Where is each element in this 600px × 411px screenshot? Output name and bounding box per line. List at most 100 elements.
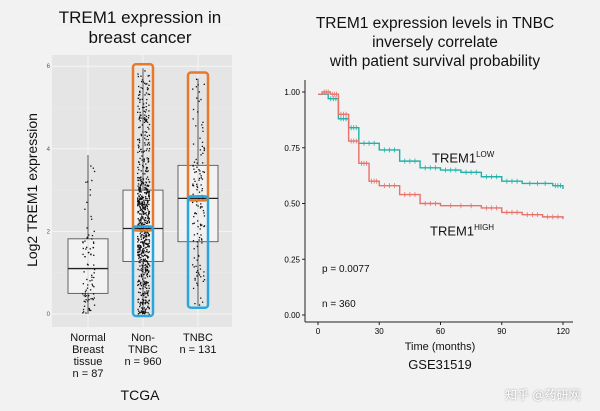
data-point bbox=[137, 203, 139, 205]
data-point bbox=[203, 149, 205, 152]
data-point bbox=[139, 116, 141, 118]
data-point bbox=[142, 268, 144, 271]
y-tick-label: 0.75 bbox=[284, 144, 300, 153]
data-point bbox=[143, 206, 145, 208]
data-point bbox=[137, 283, 140, 286]
data-point bbox=[142, 173, 144, 175]
data-point bbox=[139, 221, 142, 224]
data-point bbox=[144, 111, 147, 113]
data-point bbox=[147, 217, 150, 219]
data-point bbox=[147, 263, 150, 266]
data-point bbox=[139, 185, 142, 187]
data-point bbox=[143, 294, 145, 297]
data-point bbox=[139, 114, 141, 116]
data-point bbox=[148, 196, 150, 198]
data-point bbox=[91, 234, 94, 237]
data-point bbox=[85, 289, 87, 291]
data-point bbox=[201, 301, 204, 303]
data-point bbox=[139, 302, 141, 305]
data-point bbox=[195, 265, 197, 268]
data-point bbox=[138, 222, 140, 224]
data-point bbox=[148, 190, 151, 193]
legend-high-sup: HIGH bbox=[474, 223, 495, 232]
data-point bbox=[139, 301, 142, 304]
data-point bbox=[139, 194, 141, 196]
data-point bbox=[195, 78, 198, 80]
data-point bbox=[148, 287, 150, 289]
data-point bbox=[145, 192, 148, 195]
data-point bbox=[146, 135, 148, 137]
data-point bbox=[92, 167, 94, 169]
data-point bbox=[139, 91, 141, 93]
data-point bbox=[141, 252, 144, 254]
data-point bbox=[141, 298, 144, 301]
data-point bbox=[200, 224, 202, 227]
data-point bbox=[146, 249, 148, 251]
data-point bbox=[137, 193, 139, 195]
data-point bbox=[139, 111, 141, 114]
data-point bbox=[137, 105, 139, 108]
data-point bbox=[199, 170, 201, 172]
data-point bbox=[198, 177, 201, 180]
data-point bbox=[143, 223, 146, 225]
data-point bbox=[195, 86, 198, 88]
data-point bbox=[143, 208, 145, 210]
data-point bbox=[145, 214, 148, 216]
data-point bbox=[145, 296, 147, 298]
data-point bbox=[140, 223, 143, 225]
data-point bbox=[90, 309, 92, 312]
data-point bbox=[192, 287, 195, 290]
data-point bbox=[140, 281, 142, 284]
data-point bbox=[137, 223, 139, 225]
data-point bbox=[87, 284, 89, 286]
data-point bbox=[137, 238, 139, 240]
left-y-label: Log2 TREM1 expression bbox=[24, 113, 40, 267]
data-point bbox=[86, 237, 88, 239]
data-point bbox=[137, 281, 139, 283]
data-point bbox=[148, 104, 150, 106]
data-point bbox=[138, 298, 140, 300]
data-point bbox=[138, 261, 140, 263]
data-point bbox=[192, 143, 195, 145]
data-point bbox=[199, 223, 202, 225]
data-point bbox=[200, 154, 202, 156]
data-point bbox=[137, 97, 140, 99]
data-point bbox=[146, 272, 149, 275]
data-point bbox=[138, 94, 140, 96]
data-point bbox=[138, 246, 140, 248]
data-point bbox=[137, 73, 139, 75]
data-point bbox=[91, 298, 94, 300]
data-point bbox=[143, 307, 145, 309]
data-point bbox=[144, 205, 146, 208]
data-point bbox=[147, 262, 149, 264]
data-point bbox=[193, 248, 195, 250]
data-point bbox=[144, 264, 146, 266]
data-point bbox=[146, 121, 149, 123]
data-point bbox=[149, 275, 151, 277]
data-point bbox=[145, 212, 147, 214]
data-point bbox=[82, 247, 84, 250]
data-point bbox=[139, 206, 141, 209]
data-point bbox=[195, 125, 197, 127]
data-point bbox=[195, 204, 198, 206]
data-point bbox=[144, 247, 146, 249]
data-point bbox=[198, 100, 200, 102]
data-point bbox=[143, 280, 145, 282]
data-point bbox=[92, 285, 94, 287]
data-point bbox=[85, 299, 87, 301]
data-point bbox=[142, 217, 144, 219]
data-point bbox=[147, 160, 150, 162]
data-point bbox=[142, 223, 145, 226]
data-point bbox=[147, 217, 149, 219]
data-point bbox=[145, 300, 147, 302]
data-point bbox=[148, 240, 151, 242]
data-point bbox=[144, 281, 146, 283]
data-point bbox=[138, 255, 140, 257]
data-point bbox=[139, 213, 141, 215]
data-point bbox=[193, 257, 195, 259]
data-point bbox=[197, 205, 199, 207]
data-point bbox=[82, 241, 84, 243]
data-point bbox=[87, 252, 90, 254]
data-point bbox=[141, 202, 143, 204]
data-point bbox=[146, 292, 149, 295]
